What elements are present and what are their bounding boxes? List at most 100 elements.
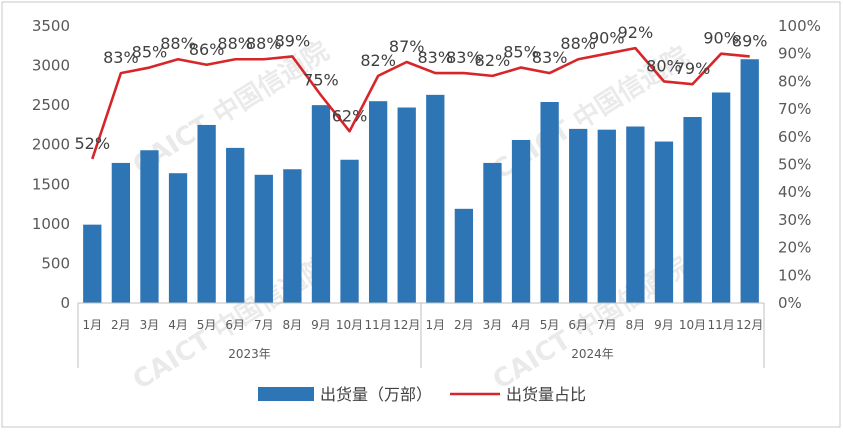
y-right-tick-label: 0% [778, 294, 802, 312]
line-data-label: 88% [160, 34, 196, 53]
x-tick-label: 10月 [336, 318, 363, 332]
line-data-label: 88% [246, 34, 282, 53]
bar [654, 141, 674, 303]
line-data-label: 82% [475, 51, 511, 70]
line-data-label: 75% [303, 70, 339, 89]
x-tick-label: 12月 [393, 318, 420, 332]
line-data-label: 83% [103, 48, 139, 67]
x-tick-label: 11月 [364, 318, 391, 332]
line-data-label: 89% [275, 31, 311, 50]
line-series [91, 46, 750, 160]
line-data-label: 90% [589, 29, 625, 48]
bar-series [83, 59, 759, 304]
share-line [91, 46, 750, 160]
x-tick-label: 6月 [568, 318, 588, 332]
x-tick-label: 7月 [254, 318, 274, 332]
y-right-tick-label: 100% [778, 17, 821, 35]
line-data-label: 52% [75, 134, 111, 153]
y-left-tick-label: 3000 [32, 57, 70, 75]
line-data-label: 85% [503, 43, 539, 62]
x-tick-label: 12月 [736, 318, 763, 332]
line-data-label: 83% [446, 48, 482, 67]
y-axis-left-ticks: 0 500 1000 1500 2000 2500 3000 3500 [32, 17, 70, 312]
bar [426, 94, 445, 304]
x-tick-label: 8月 [283, 318, 303, 332]
legend: 出货量（万部） 出货量占比 [258, 385, 586, 404]
x-tick-label: 2月 [454, 318, 474, 332]
x-tick-label: 2月 [111, 318, 131, 332]
y-left-tick-label: 500 [41, 254, 70, 272]
line-data-label: 86% [189, 40, 225, 59]
bar [197, 124, 216, 303]
line-data-label: 87% [389, 37, 425, 56]
y-right-tick-label: 30% [778, 211, 811, 229]
bar [511, 139, 531, 303]
x-tick-label: 7月 [597, 318, 617, 332]
x-tick-label: 9月 [311, 318, 331, 332]
y-left-tick-label: 3500 [32, 17, 70, 35]
bar [140, 150, 159, 303]
y-left-tick-label: 2500 [32, 96, 70, 114]
x-tick-label: 10月 [679, 318, 706, 332]
y-right-tick-label: 40% [778, 183, 811, 201]
x-tick-label: 9月 [654, 318, 674, 332]
bar [368, 101, 388, 303]
y-right-tick-label: 60% [778, 128, 811, 146]
legend-label-bar: 出货量（万部） [320, 385, 432, 404]
y-left-tick-label: 0 [60, 294, 70, 312]
line-data-label: 89% [732, 31, 768, 50]
y-left-tick-label: 2000 [32, 136, 70, 154]
y-right-tick-label: 50% [778, 156, 811, 174]
bar [311, 105, 331, 304]
bar [626, 126, 645, 303]
x-tick-label: 4月 [168, 318, 188, 332]
legend-label-line: 出货量占比 [506, 385, 586, 404]
y-right-tick-label: 10% [778, 266, 811, 284]
x-group-label: 2024年 [571, 347, 614, 361]
x-tick-label: 5月 [197, 318, 217, 332]
line-data-label: 62% [332, 106, 368, 125]
line-data-label: 80% [646, 56, 682, 75]
bar [597, 129, 616, 303]
bar [340, 159, 359, 303]
x-tick-label: 3月 [140, 318, 160, 332]
line-data-label: 88% [217, 34, 253, 53]
bar [740, 59, 759, 303]
x-group-label: 2023年 [228, 347, 271, 361]
x-tick-label: 5月 [540, 318, 560, 332]
y-left-tick-label: 1500 [32, 175, 70, 193]
x-tick-label: 11月 [707, 318, 734, 332]
line-data-labels: 52%83%85%88%86%88%88%89%75%62%82%87%83%8… [75, 23, 768, 153]
y-right-tick-label: 20% [778, 239, 811, 257]
bar [111, 162, 131, 303]
y-right-tick-label: 70% [778, 100, 811, 118]
x-tick-label: 1月 [82, 318, 102, 332]
line-data-label: 83% [418, 48, 454, 67]
bar [83, 224, 102, 303]
x-tick-label: 3月 [483, 318, 503, 332]
y-left-tick-label: 1000 [32, 215, 70, 233]
bar [540, 101, 559, 303]
line-data-label: 92% [618, 23, 654, 42]
line-data-label: 83% [532, 48, 568, 67]
bar [254, 174, 273, 303]
line-data-label: 90% [703, 29, 739, 48]
y-axis-right-ticks: 0% 10% 20% 30% 40% 50% 60% 70% 80% 90% 100% [778, 17, 821, 312]
bar [483, 162, 502, 303]
y-right-tick-label: 80% [778, 72, 811, 90]
bar [683, 117, 702, 303]
bar [397, 107, 416, 303]
bar [283, 169, 302, 303]
x-tick-label: 4月 [511, 318, 531, 332]
x-tick-label: 6月 [225, 318, 245, 332]
bar [711, 92, 731, 303]
line-data-label: 82% [360, 51, 396, 70]
bar [226, 147, 245, 303]
line-data-label: 85% [132, 43, 168, 62]
line-data-label: 79% [675, 59, 711, 78]
bar [454, 208, 474, 303]
y-right-tick-label: 90% [778, 45, 811, 63]
legend-swatch-bar [258, 387, 314, 401]
